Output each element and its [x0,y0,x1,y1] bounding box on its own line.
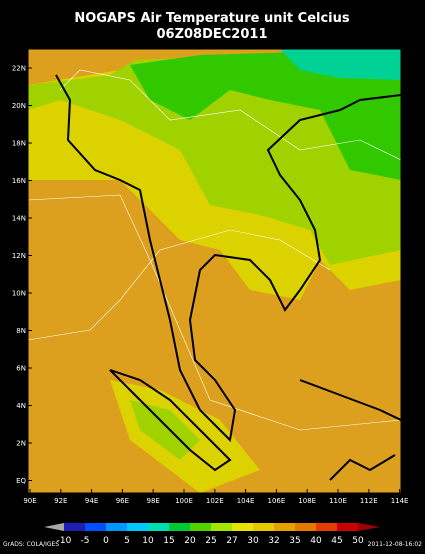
lat-label: 18N [12,140,26,148]
map-field [28,49,401,493]
lat-label: 4N [16,402,26,410]
colorbar-box [127,523,148,531]
footer-left: GrADS: COLA/IGES [3,541,59,548]
lon-label: 94E [85,497,98,505]
lon-label: 102E [206,497,224,505]
colorbar-label: 50 [352,536,364,546]
subtitle: 06Z08DEC2011 [156,27,267,42]
colorbar-label: 35 [289,536,300,546]
lon-label: 98E [147,497,160,505]
colorbar-box [337,523,358,531]
colorbar-box [253,523,274,531]
lat-label: 10N [12,290,26,298]
colorbar-label: 27 [226,536,237,546]
colorbar-label: -10 [57,536,72,546]
lat-label: 14N [12,215,26,223]
colorbar-label: 20 [184,536,196,546]
colorbar-label: 30 [247,536,259,546]
lon-label: 108E [298,497,316,505]
lon-label: 100E [175,497,193,505]
lat-label: EQ [16,477,26,485]
colorbar-label: 5 [124,536,130,546]
colorbar-box [316,523,337,531]
lat-label: 8N [16,327,26,335]
colorbar-box [64,523,85,531]
colorbar-box [295,523,316,531]
colorbar-label: 45 [331,536,342,546]
colorbar-label: 25 [205,536,216,546]
colorbar-label: 40 [310,536,322,546]
colorbar-label: -5 [81,536,90,546]
colorbar-label: 15 [163,536,174,546]
lon-label: 106E [268,497,286,505]
lon-label: 92E [54,497,67,505]
colorbar-box [190,523,211,531]
lon-label: 104E [237,497,255,505]
lat-label: 22N [12,65,26,73]
colorbar-box [106,523,127,531]
colorbar-label: 32 [268,536,279,546]
lon-label: 96E [116,497,129,505]
colorbar-box [232,523,253,531]
colorbar-box [274,523,295,531]
lon-label: 90E [23,497,36,505]
colorbar-box [169,523,190,531]
title: NOGAPS Air Temperature unit Celcius [74,11,350,26]
footer-right: 2011-12-08-16:02 [368,541,423,548]
lon-label: 110E [329,497,347,505]
lon-label: 114E [391,497,409,505]
lat-label: 12N [12,252,26,260]
colorbar-label: 0 [103,536,109,546]
lon-label: 112E [360,497,378,505]
colorbar-box [85,523,106,531]
colorbar-box [211,523,232,531]
lat-label: 20N [12,102,26,110]
colorbar-under [44,523,64,531]
lat-label: 6N [16,365,26,373]
colorbar-over [358,523,380,531]
lat-label: 2N [16,440,26,448]
lat-label: 16N [12,177,26,185]
colorbar-label: 10 [142,536,154,546]
colorbar-box [148,523,169,531]
